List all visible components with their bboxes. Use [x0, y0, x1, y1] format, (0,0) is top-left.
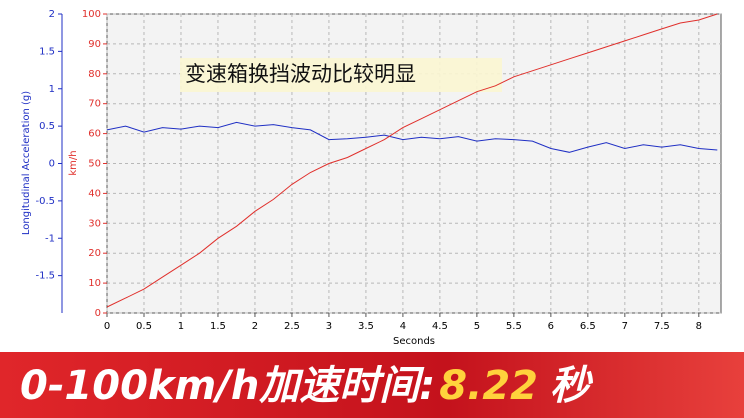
y2-tick-label: 20 — [88, 248, 101, 259]
x-tick-label: 5 — [474, 321, 480, 332]
banner-value: 8.22 — [439, 363, 538, 409]
annotation: 变速箱换挡波动比较明显 — [185, 62, 416, 86]
y2-tick-label: 10 — [88, 278, 101, 289]
x-tick-label: 2 — [252, 321, 258, 332]
annotation-bg — [180, 58, 502, 92]
banner-text: 0-100km/h加速时间: 8.22 秒 — [20, 356, 590, 416]
x-tick-label: 4 — [400, 321, 406, 332]
y2-axis-label: km/h — [68, 150, 79, 175]
y2-tick-label: 30 — [88, 218, 101, 229]
x-tick-label: 4.5 — [432, 321, 448, 332]
y2-tick-label: 100 — [82, 9, 101, 20]
y-tick-label: 1.5 — [39, 46, 55, 57]
x-tick-label: 6 — [548, 321, 554, 332]
x-tick-label: 1.5 — [210, 321, 226, 332]
y2-tick-label: 80 — [88, 69, 101, 80]
y2-tick-label: 90 — [88, 39, 101, 50]
banner — [0, 352, 744, 418]
x-tick-label: 8 — [696, 321, 702, 332]
y2-tick-label: 40 — [88, 188, 101, 199]
y2-tick-label: 0 — [95, 308, 101, 319]
x-tick-label: 7 — [622, 321, 628, 332]
banner-label: 0-100km/h加速时间: — [20, 363, 436, 409]
x-tick-label: 6.5 — [580, 321, 596, 332]
x-tick-label: 3 — [326, 321, 332, 332]
y-tick-label: -0.5 — [35, 196, 55, 207]
x-tick-label: 1 — [178, 321, 184, 332]
x-tick-label: 0 — [104, 321, 110, 332]
x-tick-label: 5.5 — [506, 321, 522, 332]
series-line — [106, 121, 718, 153]
x-axis-label: Seconds — [393, 336, 435, 347]
y-axis-label: Longitudinal Acceleration (g) — [21, 91, 32, 235]
banner-unit: 秒 — [550, 363, 590, 409]
x-tick-label: 3.5 — [358, 321, 374, 332]
y-tick-label: 1 — [49, 84, 55, 95]
y2-tick-label: 50 — [88, 159, 101, 170]
y2-tick-label: 70 — [88, 99, 101, 110]
x-tick-label: 2.5 — [284, 321, 300, 332]
series-line — [106, 13, 718, 308]
y-tick-label: 0 — [49, 159, 55, 170]
x-tick-label: 7.5 — [654, 321, 670, 332]
chart: Longitudinal Acceleration (g) km/h Secon… — [21, 9, 722, 347]
y-tick-label: 0.5 — [39, 121, 55, 132]
y-tick-label: 2 — [49, 9, 55, 20]
y2-tick-label: 60 — [88, 129, 101, 140]
x-tick-label: 0.5 — [136, 321, 152, 332]
y-tick-label: -1 — [45, 233, 55, 244]
y-tick-label: -1.5 — [35, 271, 55, 282]
